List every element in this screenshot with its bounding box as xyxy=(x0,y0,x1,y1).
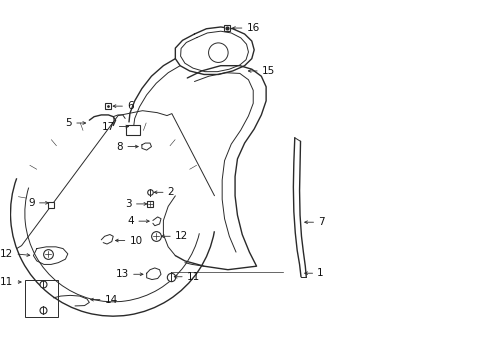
Text: 11: 11 xyxy=(0,277,13,287)
Text: 12: 12 xyxy=(175,231,188,241)
Text: 3: 3 xyxy=(125,199,132,209)
Bar xyxy=(25,280,58,317)
Bar xyxy=(126,126,140,135)
Text: 10: 10 xyxy=(129,235,142,246)
Text: 12: 12 xyxy=(0,249,13,259)
Text: 14: 14 xyxy=(104,294,118,305)
Text: 6: 6 xyxy=(127,101,134,111)
Text: 2: 2 xyxy=(167,187,174,197)
Text: 5: 5 xyxy=(65,118,72,128)
Text: 16: 16 xyxy=(246,23,259,33)
Text: 13: 13 xyxy=(116,269,129,279)
Text: 11: 11 xyxy=(186,272,200,282)
Text: 4: 4 xyxy=(127,216,134,226)
Text: 9: 9 xyxy=(28,198,35,208)
Text: 7: 7 xyxy=(318,217,324,227)
Text: 8: 8 xyxy=(116,141,123,152)
Text: 17: 17 xyxy=(101,122,114,131)
Text: 1: 1 xyxy=(317,268,323,278)
Text: 15: 15 xyxy=(262,66,275,76)
